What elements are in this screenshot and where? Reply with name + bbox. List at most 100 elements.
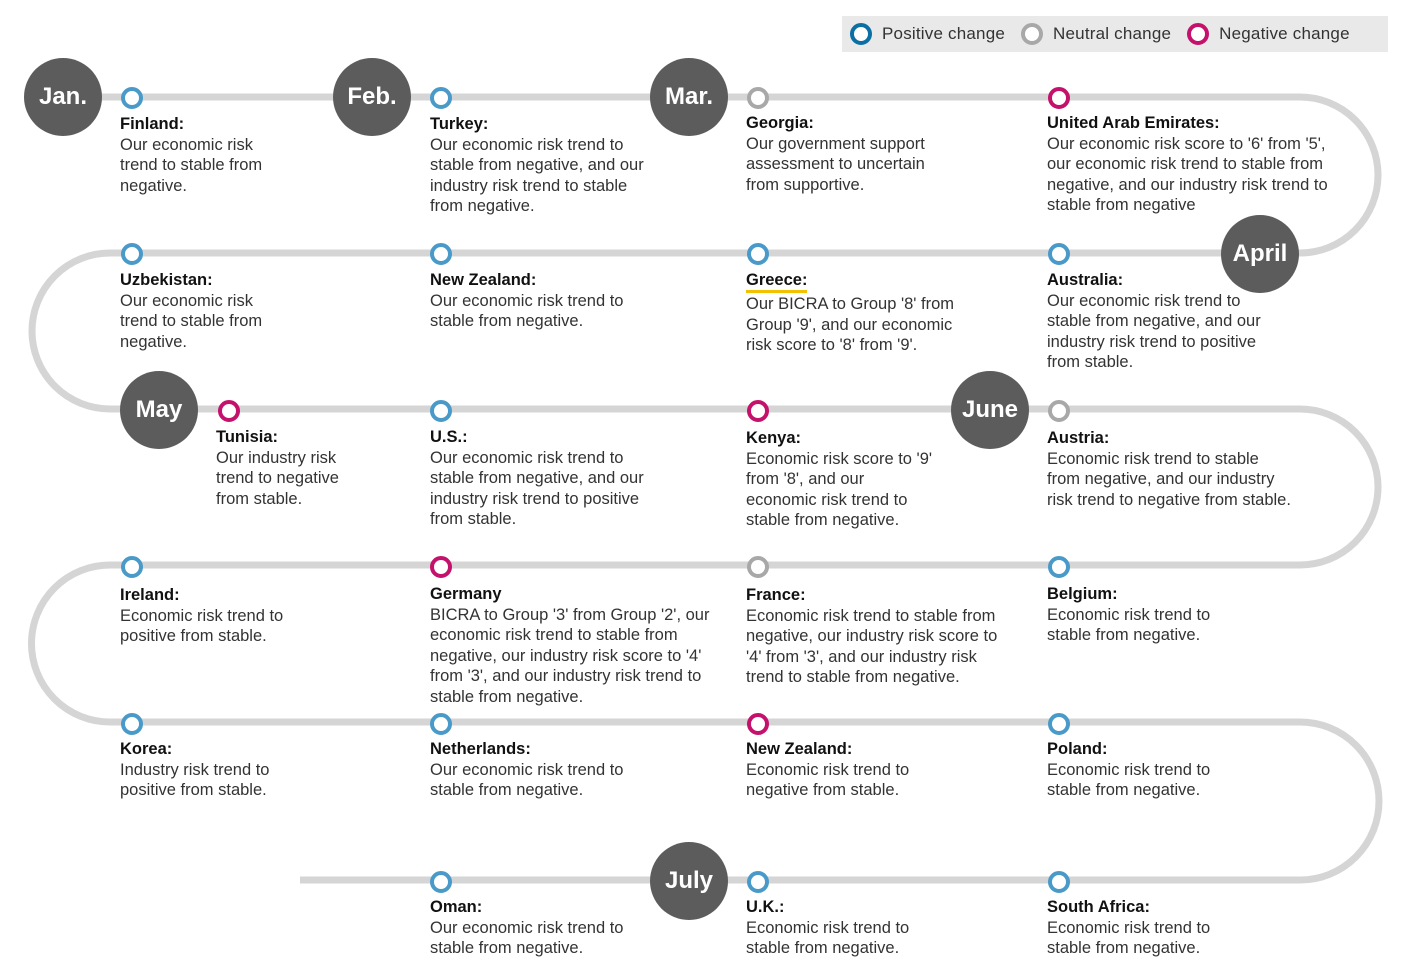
legend-negative: Negative change — [1187, 23, 1350, 45]
country-name: Netherlands: — [430, 740, 531, 758]
event-description: Economic risk trend to stable from negat… — [1047, 760, 1211, 800]
country-name: U.S.: — [430, 428, 468, 446]
event-description: Our economic risk score to '6' from '5',… — [1047, 134, 1328, 215]
event-entry: New Zealand: Economic risk trend to negat… — [746, 739, 1021, 801]
event-entry: Netherlands: Our economic risk trend to s… — [430, 739, 705, 801]
country-name: Uzbekistan: — [120, 271, 213, 289]
country-name: Georgia: — [746, 114, 814, 132]
legend-neutral: Neutral change — [1021, 23, 1171, 45]
event-entry: France: Economic risk trend to stable fro… — [746, 585, 1021, 688]
month-badge: May — [120, 371, 198, 449]
event-description: Our economic risk trend to stable from n… — [430, 760, 624, 800]
event-entry: Germany BICRA to Group '3' from Group '2'… — [430, 584, 725, 707]
country-name: France: — [746, 586, 806, 604]
country-name: Finland: — [120, 115, 185, 133]
change-marker-icon — [121, 243, 143, 265]
event-description: Economic risk trend to positive from sta… — [120, 606, 284, 646]
neutral-change-icon — [1021, 23, 1044, 45]
event-entry: Belgium: Economic risk trend to stable fr… — [1047, 584, 1322, 646]
event-description: Industry risk trend to positive from sta… — [120, 760, 270, 800]
event-description: Our industry risk trend to negative from… — [216, 448, 339, 508]
legend-label: Neutral change — [1053, 24, 1172, 43]
change-marker-icon — [430, 400, 452, 422]
event-entry: Tunisia: Our industry risk trend to negat… — [216, 427, 491, 509]
event-entry: Austria: Economic risk trend to stable fr… — [1047, 428, 1322, 510]
legend-positive: Positive change — [850, 23, 1005, 45]
country-name: Kenya: — [746, 429, 802, 447]
change-marker-icon — [747, 400, 769, 422]
change-marker-icon — [747, 871, 769, 893]
change-marker-icon — [218, 400, 240, 422]
event-entry: United Arab Emirates: Our economic risk s… — [1047, 113, 1347, 216]
event-entry: Oman: Our economic risk trend to stable f… — [430, 897, 705, 959]
event-entry: Kenya: Economic risk score to '9' from '8… — [746, 428, 1021, 531]
event-entry: Georgia: Our government support assessmen… — [746, 113, 1021, 195]
change-marker-icon — [1048, 87, 1070, 109]
event-entry: New Zealand: Our economic risk trend to s… — [430, 270, 705, 332]
event-description: Economic risk trend to stable from negat… — [746, 606, 998, 687]
event-description: Our economic risk trend to stable from n… — [430, 918, 624, 958]
event-entry: Poland: Economic risk trend to stable fro… — [1047, 739, 1322, 801]
country-name: Turkey: — [430, 115, 489, 133]
event-description: BICRA to Group '3' from Group '2', our e… — [430, 605, 710, 706]
event-entry: Ireland: Economic risk trend to positive … — [120, 585, 395, 647]
month-badge: April — [1221, 215, 1299, 293]
change-marker-icon — [121, 556, 143, 578]
country-name: Germany — [430, 585, 502, 603]
country-name: U.K.: — [746, 898, 785, 916]
change-marker-icon — [1048, 556, 1070, 578]
change-marker-icon — [747, 243, 769, 265]
change-marker-icon — [1048, 871, 1070, 893]
country-name: Greece: — [746, 272, 808, 293]
legend: Positive change Neutral change Negative … — [842, 16, 1388, 52]
change-marker-icon — [747, 87, 769, 109]
event-description: Economic risk trend to stable from negat… — [1047, 605, 1211, 645]
event-description: Economic risk trend to stable from negat… — [746, 918, 910, 958]
legend-label: Positive change — [882, 24, 1006, 43]
event-description: Economic risk trend to negative from sta… — [746, 760, 910, 800]
legend-label: Negative change — [1219, 24, 1350, 43]
event-entry: South Africa: Economic risk trend to stab… — [1047, 897, 1322, 959]
country-name: New Zealand: — [746, 740, 853, 758]
change-marker-icon — [430, 87, 452, 109]
event-entry: U.K.: Economic risk trend to stable from … — [746, 897, 1021, 959]
change-marker-icon — [430, 556, 452, 578]
country-name: Belgium: — [1047, 585, 1118, 603]
event-entry: Turkey: Our economic risk trend to stable… — [430, 114, 705, 217]
month-badge: June — [951, 371, 1029, 449]
event-description: Our government support assessment to unc… — [746, 134, 925, 194]
event-description: Our economic risk trend to stable from n… — [120, 291, 263, 351]
country-name: Australia: — [1047, 271, 1124, 289]
positive-change-icon — [850, 23, 872, 45]
change-marker-icon — [430, 871, 452, 893]
negative-change-icon — [1187, 23, 1210, 45]
change-marker-icon — [747, 713, 769, 735]
event-entry: U.S.: Our economic risk trend to stable f… — [430, 427, 705, 530]
change-marker-icon — [1048, 400, 1070, 422]
change-marker-icon — [430, 713, 452, 735]
change-marker-icon — [121, 87, 143, 109]
event-entry: Finland: Our economic risk trend to stabl… — [120, 114, 395, 196]
month-badge: Feb. — [333, 58, 411, 136]
event-description: Economic risk score to '9' from '8', and… — [746, 449, 933, 530]
country-name: Korea: — [120, 740, 173, 758]
event-description: Our economic risk trend to stable from n… — [430, 291, 624, 331]
event-description: Our economic risk trend to stable from n… — [430, 135, 644, 216]
event-description: Economic risk trend to stable from negat… — [1047, 918, 1211, 958]
change-marker-icon — [1048, 713, 1070, 735]
event-entry: Uzbekistan: Our economic risk trend to st… — [120, 270, 395, 352]
country-name: Oman: — [430, 898, 483, 916]
event-description: Economic risk trend to stable from negat… — [1047, 449, 1291, 509]
country-name: South Africa: — [1047, 898, 1150, 916]
change-marker-icon — [430, 243, 452, 265]
event-description: Our economic risk trend to stable from n… — [1047, 291, 1261, 372]
country-name: Poland: — [1047, 740, 1108, 758]
event-entry: Greece: Our BICRA to Group '8' from Group… — [746, 270, 1021, 356]
country-name: Ireland: — [120, 586, 180, 604]
country-name: United Arab Emirates: — [1047, 114, 1220, 132]
month-badge: Mar. — [650, 58, 728, 136]
event-description: Our economic risk trend to stable from n… — [430, 448, 644, 529]
month-badge: Jan. — [24, 58, 102, 136]
